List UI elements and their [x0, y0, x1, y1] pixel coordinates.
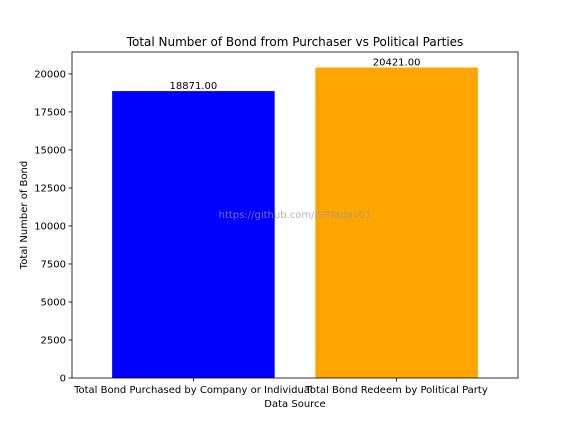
chart-title: Total Number of Bond from Purchaser vs P…	[126, 35, 464, 49]
bar-1	[315, 68, 478, 378]
x-tick-label-1: Total Bond Redeem by Political Party	[304, 385, 487, 396]
bar-0	[112, 91, 275, 378]
y-tick-label-0: 0	[60, 374, 66, 385]
y-tick-label-6: 15000	[34, 145, 66, 156]
y-tick-label-2: 5000	[41, 297, 66, 308]
y-tick-label-5: 12500	[34, 183, 66, 194]
y-tick-label-8: 20000	[34, 69, 66, 80]
watermark-text: https://github.com/iSPYadav01	[219, 210, 372, 221]
bar-value-label-0: 18871.00	[170, 81, 218, 92]
y-tick-label-3: 7500	[41, 259, 66, 270]
x-axis-label: Data Source	[264, 399, 325, 410]
y-axis-label: Total Number of Bond	[19, 161, 30, 270]
y-tick-label-4: 10000	[34, 221, 66, 232]
x-tick-label-0: Total Bond Purchased by Company or Indiv…	[73, 385, 313, 396]
bar-value-label-1: 20421.00	[373, 58, 421, 69]
y-tick-label-7: 17500	[34, 107, 66, 118]
y-tick-label-1: 2500	[41, 335, 66, 346]
